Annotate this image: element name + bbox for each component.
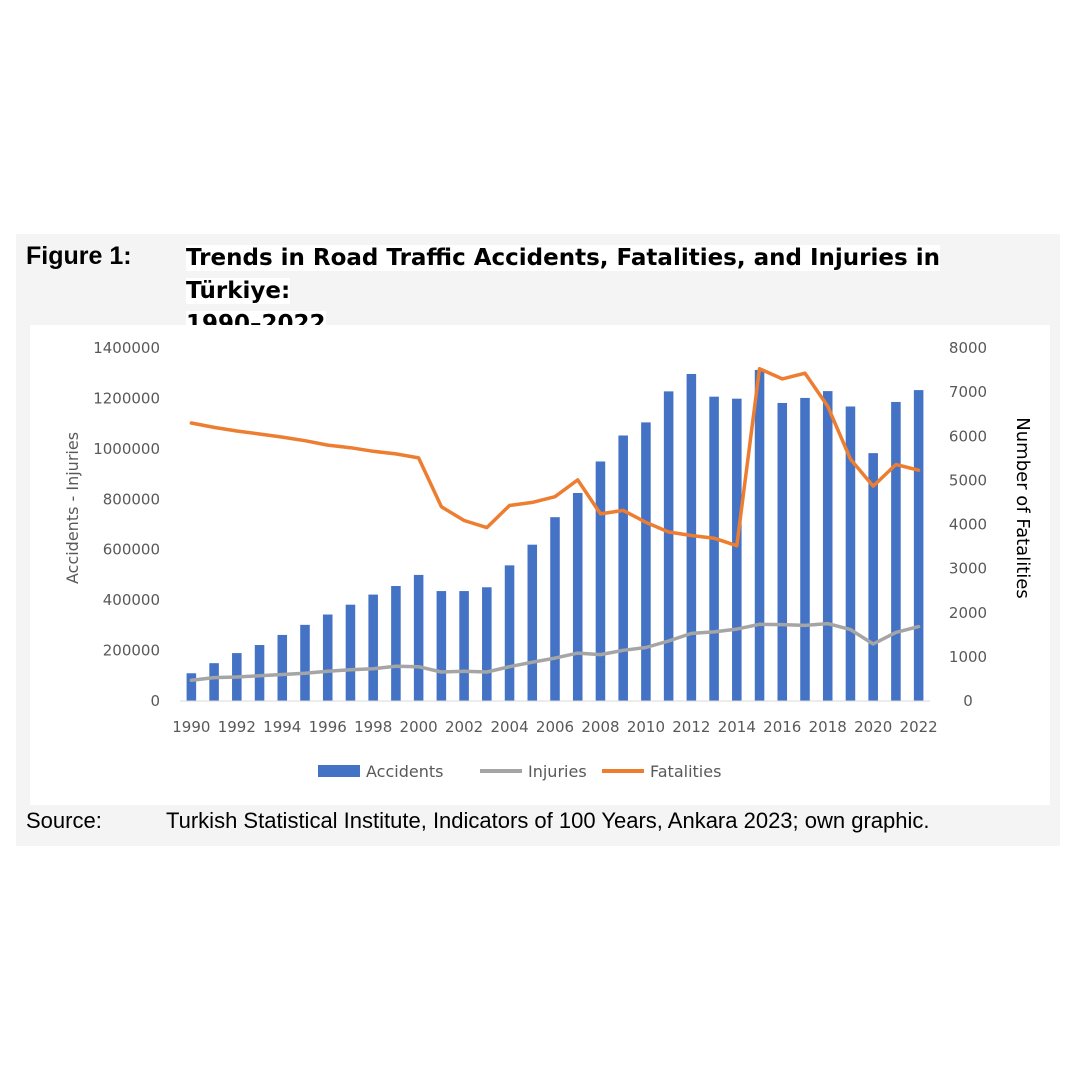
x-tick-label: 2022 (900, 718, 938, 736)
accidents-bar (527, 544, 538, 701)
legend: Accidents Injuries Fatalities (318, 762, 721, 781)
chart-svg: 0 200000 400000 600000 800000 1000000 1200000 1… (63, 339, 1033, 781)
accidents-bar (709, 396, 719, 701)
x-tick-label: 1994 (263, 718, 301, 736)
source-text: Turkish Statistical Institute, Indicator… (166, 808, 930, 833)
accidents-bar (595, 461, 606, 701)
y-axis-label-left: Accidents - Injuries (63, 432, 82, 584)
y-tick-left: 0 (150, 692, 160, 710)
y-tick-left: 800000 (103, 490, 160, 508)
y-tick-right: 1000 (949, 648, 987, 666)
accidents-bar (822, 391, 833, 701)
figure-label: Figure 1: (26, 242, 132, 270)
accidents-bars (186, 369, 924, 701)
accidents-bar (891, 401, 901, 701)
x-tick-label: 2020 (854, 718, 892, 736)
x-axis-ticks: 1990 1992 1994 1996 1998 2000 2002 2004 2006 2008… (172, 718, 937, 736)
accidents-bar (368, 594, 378, 701)
y-tick-right: 4000 (949, 516, 987, 534)
x-tick-label: 2006 (536, 718, 574, 736)
accidents-bar (550, 517, 560, 701)
legend-label-injuries: Injuries (528, 762, 587, 781)
accidents-bar (254, 645, 265, 701)
source-label: Source: (26, 808, 102, 833)
accidents-bar (572, 492, 583, 701)
accidents-bar (459, 591, 469, 701)
x-tick-label: 2016 (763, 718, 801, 736)
left-axis-ticks: 0 200000 400000 600000 800000 1000000 1200000 1… (93, 339, 160, 710)
y-tick-left: 200000 (103, 642, 160, 660)
y-tick-right: 5000 (949, 471, 987, 489)
fatalities-line (189, 366, 921, 548)
y-tick-left: 1400000 (93, 339, 160, 357)
accidents-bar (436, 591, 447, 701)
accidents-bar (800, 397, 810, 701)
legend-swatch-accidents (318, 765, 360, 777)
figure-title-line1: Trends in Road Traffic Accidents, Fatali… (186, 245, 940, 304)
accidents-bar (482, 587, 492, 701)
y-tick-right: 2000 (949, 604, 987, 622)
y-tick-left: 600000 (103, 541, 160, 559)
x-tick-label: 1992 (218, 718, 256, 736)
x-tick-label: 1996 (309, 718, 347, 736)
accidents-bar (504, 565, 515, 701)
line-series (189, 366, 921, 683)
accidents-bar (641, 422, 651, 701)
accidents-bar (868, 453, 878, 701)
accidents-bar (777, 402, 788, 701)
x-tick-label: 1998 (354, 718, 392, 736)
accidents-bar (209, 663, 219, 701)
accidents-bar (913, 390, 924, 701)
accidents-bar (413, 574, 424, 701)
x-tick-label: 2002 (445, 718, 483, 736)
accidents-bar (754, 369, 765, 701)
y-tick-left: 400000 (103, 591, 160, 609)
accidents-bar (345, 604, 356, 701)
x-tick-label: 1990 (172, 718, 210, 736)
accidents-bar (845, 406, 856, 701)
accidents-bar (391, 586, 401, 701)
right-axis-ticks: 0 1000 2000 3000 4000 5000 6000 7000 8000 (949, 339, 987, 710)
y-tick-left: 1000000 (93, 440, 160, 458)
legend-label-fatalities: Fatalities (650, 762, 721, 781)
accidents-bar (186, 673, 197, 701)
y-tick-left: 1200000 (93, 389, 160, 407)
y-tick-right: 6000 (949, 427, 987, 445)
accidents-bar (663, 391, 674, 701)
y-tick-right: 0 (963, 692, 973, 710)
y-tick-right: 8000 (949, 339, 987, 357)
y-tick-right: 3000 (949, 560, 987, 578)
x-tick-label: 2008 (581, 718, 619, 736)
injuries-line (189, 621, 921, 683)
accidents-bar (300, 624, 310, 701)
accidents-bar (732, 398, 742, 701)
legend-label-accidents: Accidents (366, 762, 443, 781)
accidents-bar (618, 435, 628, 701)
chart-area: 0 200000 400000 600000 800000 1000000 1200000 1… (30, 325, 1050, 805)
x-tick-label: 2014 (718, 718, 756, 736)
accidents-bar (686, 373, 697, 701)
x-tick-label: 2004 (490, 718, 528, 736)
x-tick-label: 2010 (627, 718, 665, 736)
x-tick-label: 2018 (809, 718, 847, 736)
x-tick-label: 2000 (400, 718, 438, 736)
x-tick-label: 2012 (672, 718, 710, 736)
y-tick-right: 7000 (949, 383, 987, 401)
y-axis-label-right: Number of Fatalities (1012, 417, 1033, 598)
accidents-bar (277, 634, 288, 701)
accidents-bar (322, 614, 333, 701)
